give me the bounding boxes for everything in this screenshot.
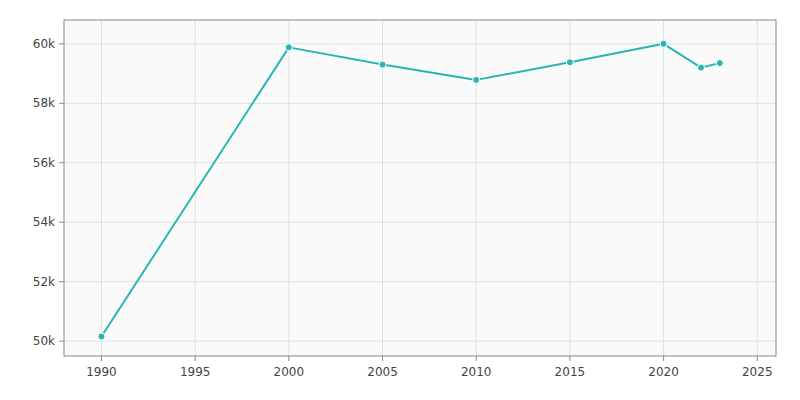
x-tick-label: 2020 [648, 365, 679, 379]
y-tick-label: 58k [33, 96, 55, 110]
x-grid-line [476, 20, 477, 356]
x-grid-line [757, 20, 758, 356]
point [285, 44, 292, 51]
series [98, 40, 723, 340]
point [379, 61, 386, 68]
x-grid-line [569, 20, 570, 356]
plot-area [64, 20, 776, 356]
x-tick-label: 1995 [180, 365, 211, 379]
axes: 1990 1995 2000 2005 2010 2015 2020 2025 50k 52k 54… [33, 37, 773, 379]
point [660, 40, 667, 47]
point [698, 64, 705, 71]
y-grid-line [64, 281, 776, 282]
point [98, 333, 105, 340]
x-grid-line [663, 20, 664, 356]
x-grid-line [382, 20, 383, 356]
point [473, 76, 480, 83]
x-tick [382, 356, 383, 361]
x-grid-line [288, 20, 289, 356]
y-tick [59, 162, 64, 163]
plot-frame [64, 20, 776, 356]
x-tick [663, 356, 664, 361]
y-tick [59, 281, 64, 282]
y-grid-line [64, 341, 776, 342]
x-tick-label: 2000 [274, 365, 305, 379]
y-grid-line [64, 222, 776, 223]
x-tick-label: 1990 [86, 365, 117, 379]
y-tick-label: 50k [33, 334, 55, 348]
x-grid-line [101, 20, 102, 356]
y-tick [59, 222, 64, 223]
y-grid-line [64, 103, 776, 104]
line [101, 44, 719, 337]
x-grid-line [195, 20, 196, 356]
x-tick [195, 356, 196, 361]
x-tick-label: 2015 [555, 365, 586, 379]
grid [64, 20, 776, 356]
x-tick [476, 356, 477, 361]
y-tick-label: 52k [33, 275, 55, 289]
y-tick-label: 56k [33, 156, 55, 170]
y-grid-line [64, 162, 776, 163]
y-tick [59, 103, 64, 104]
x-tick [757, 356, 758, 361]
y-tick [59, 43, 64, 44]
y-tick-label: 60k [33, 37, 55, 51]
x-tick [288, 356, 289, 361]
x-tick [101, 356, 102, 361]
chart: 1990 1995 2000 2005 2010 2015 2020 2025 50k 52k 54… [0, 0, 800, 400]
y-grid-line [64, 43, 776, 44]
x-tick-label: 2005 [367, 365, 398, 379]
x-tick-label: 2025 [742, 365, 773, 379]
x-tick-label: 2010 [461, 365, 492, 379]
point [716, 60, 723, 67]
y-tick-label: 54k [33, 215, 55, 229]
y-tick [59, 341, 64, 342]
x-tick [569, 356, 570, 361]
point [566, 59, 573, 66]
